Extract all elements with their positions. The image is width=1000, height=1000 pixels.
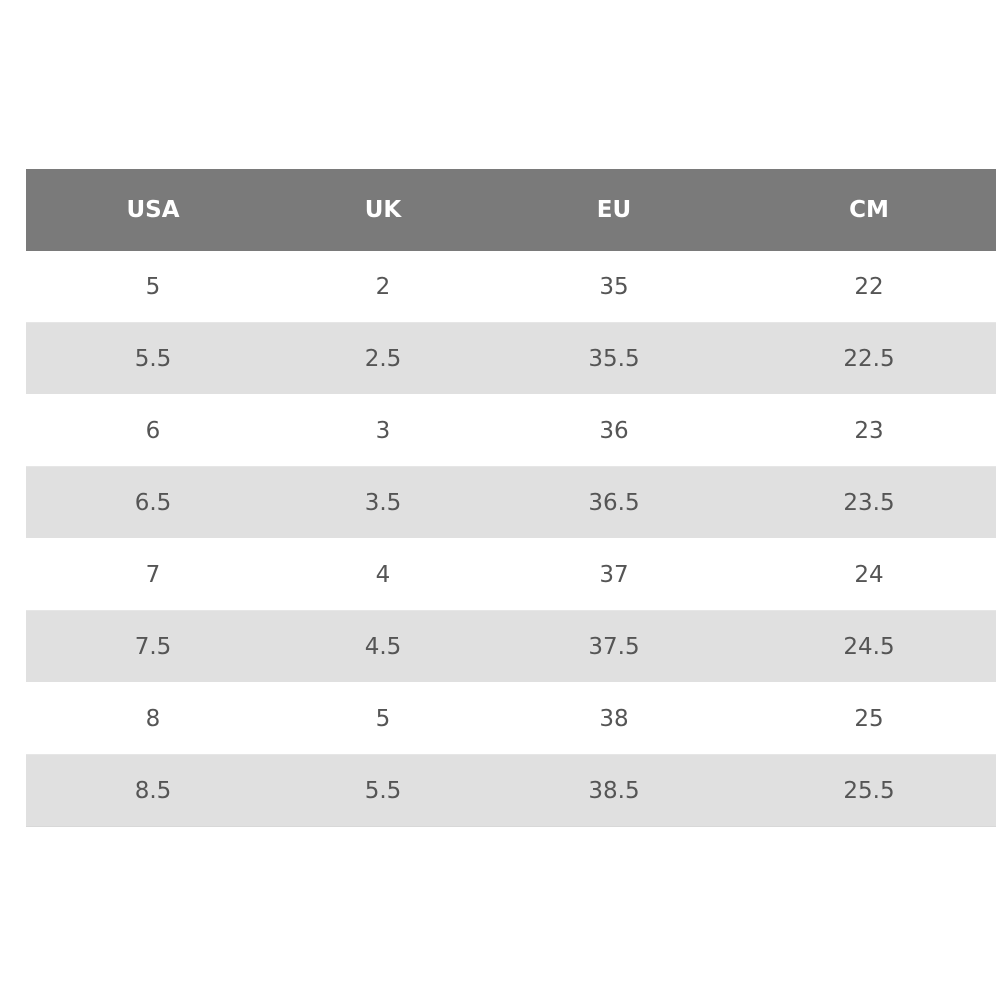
table-row: 8 5 38 25 bbox=[26, 682, 996, 755]
cell-eu: 37 bbox=[486, 538, 742, 611]
table-row: 7 4 37 24 bbox=[26, 538, 996, 611]
header-uk: UK bbox=[280, 169, 486, 251]
cell-cm: 24 bbox=[742, 538, 996, 611]
table-row: 8.5 5.5 38.5 25.5 bbox=[26, 754, 996, 827]
cell-usa: 8.5 bbox=[26, 754, 280, 827]
cell-usa: 7.5 bbox=[26, 610, 280, 683]
cell-uk: 3 bbox=[280, 394, 486, 467]
cell-usa: 7 bbox=[26, 538, 280, 611]
cell-cm: 22 bbox=[742, 251, 996, 323]
cell-cm: 23.5 bbox=[742, 466, 996, 539]
size-chart-table: USA UK EU CM 5 2 35 22 5.5 2.5 35.5 22.5… bbox=[26, 169, 996, 827]
header-cm: CM bbox=[742, 169, 996, 251]
size-chart-body: 5 2 35 22 5.5 2.5 35.5 22.5 6 3 36 23 6.… bbox=[26, 251, 996, 827]
cell-uk: 2.5 bbox=[280, 322, 486, 395]
cell-eu: 36.5 bbox=[486, 466, 742, 539]
cell-uk: 4 bbox=[280, 538, 486, 611]
table-row: 6.5 3.5 36.5 23.5 bbox=[26, 466, 996, 539]
header-eu: EU bbox=[486, 169, 742, 251]
cell-usa: 6 bbox=[26, 394, 280, 467]
cell-eu: 38.5 bbox=[486, 754, 742, 827]
size-chart-header: USA UK EU CM bbox=[26, 169, 996, 251]
table-row: 7.5 4.5 37.5 24.5 bbox=[26, 610, 996, 683]
cell-uk: 5 bbox=[280, 682, 486, 755]
cell-usa: 6.5 bbox=[26, 466, 280, 539]
cell-usa: 5.5 bbox=[26, 322, 280, 395]
cell-uk: 2 bbox=[280, 251, 486, 323]
table-row: 6 3 36 23 bbox=[26, 394, 996, 467]
cell-eu: 35 bbox=[486, 251, 742, 323]
cell-usa: 5 bbox=[26, 251, 280, 323]
cell-eu: 38 bbox=[486, 682, 742, 755]
cell-usa: 8 bbox=[26, 682, 280, 755]
cell-cm: 25 bbox=[742, 682, 996, 755]
cell-eu: 36 bbox=[486, 394, 742, 467]
cell-cm: 23 bbox=[742, 394, 996, 467]
header-usa: USA bbox=[26, 169, 280, 251]
cell-uk: 4.5 bbox=[280, 610, 486, 683]
table-row: 5.5 2.5 35.5 22.5 bbox=[26, 322, 996, 395]
cell-eu: 37.5 bbox=[486, 610, 742, 683]
table-row: 5 2 35 22 bbox=[26, 251, 996, 323]
cell-uk: 5.5 bbox=[280, 754, 486, 827]
cell-cm: 22.5 bbox=[742, 322, 996, 395]
cell-cm: 24.5 bbox=[742, 610, 996, 683]
cell-uk: 3.5 bbox=[280, 466, 486, 539]
header-row: USA UK EU CM bbox=[26, 169, 996, 251]
cell-cm: 25.5 bbox=[742, 754, 996, 827]
cell-eu: 35.5 bbox=[486, 322, 742, 395]
